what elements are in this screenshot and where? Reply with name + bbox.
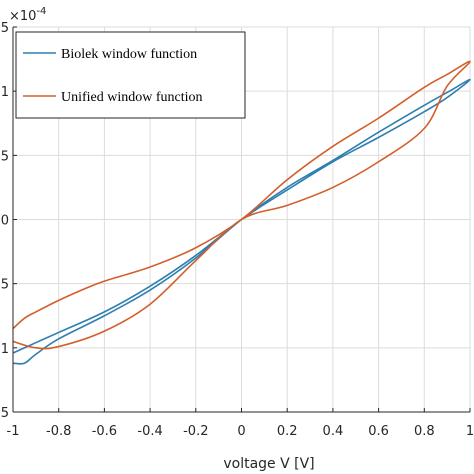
- y-tick-label: 0: [1, 214, 9, 229]
- x-tick-label: -0.8: [46, 424, 71, 439]
- x-tick-label: 0.4: [323, 424, 344, 439]
- tick-labels: -1 -0.8 -0.6 -0.4 -0.2 0 0.2 0.4 0.6 0.8 1 5 1 5 0 5 1 5: [1, 21, 474, 439]
- y-tick-label: 5: [1, 406, 9, 421]
- x-tick-label: -0.6: [92, 424, 117, 439]
- x-axis-label: voltage V [V]: [223, 456, 314, 472]
- y-tick-label: 1: [1, 85, 9, 100]
- y-tick-label: 5: [1, 21, 9, 36]
- y-multiplier-label: ×10-4: [9, 6, 46, 24]
- y-tick-label: 5: [1, 149, 9, 164]
- x-tick-label: -1: [7, 424, 20, 439]
- y-tick-label: 1: [1, 342, 9, 357]
- x-tick-label: 1: [466, 424, 474, 439]
- x-tick-label: -0.2: [183, 424, 208, 439]
- axes: [12, 26, 471, 413]
- x-tick-label: 0: [237, 424, 245, 439]
- x-tick-label: 0.2: [277, 424, 298, 439]
- series-line-unified: [12, 60, 471, 350]
- legend-label-unified: Unified window function: [61, 90, 203, 105]
- legend-label-biolek: Biolek window function: [61, 47, 197, 62]
- series-layer: [12, 60, 471, 365]
- y-tick-label: 5: [1, 278, 9, 293]
- legend-box: [15, 31, 246, 119]
- legend: Biolek window function Unified window fu…: [15, 31, 246, 119]
- x-tick-label: 0.8: [414, 424, 435, 439]
- x-tick-label: -0.4: [137, 424, 162, 439]
- x-tick-label: 0.6: [368, 424, 389, 439]
- series-line-biolek: [12, 78, 471, 365]
- y-multiplier-exponent: -4: [36, 6, 46, 17]
